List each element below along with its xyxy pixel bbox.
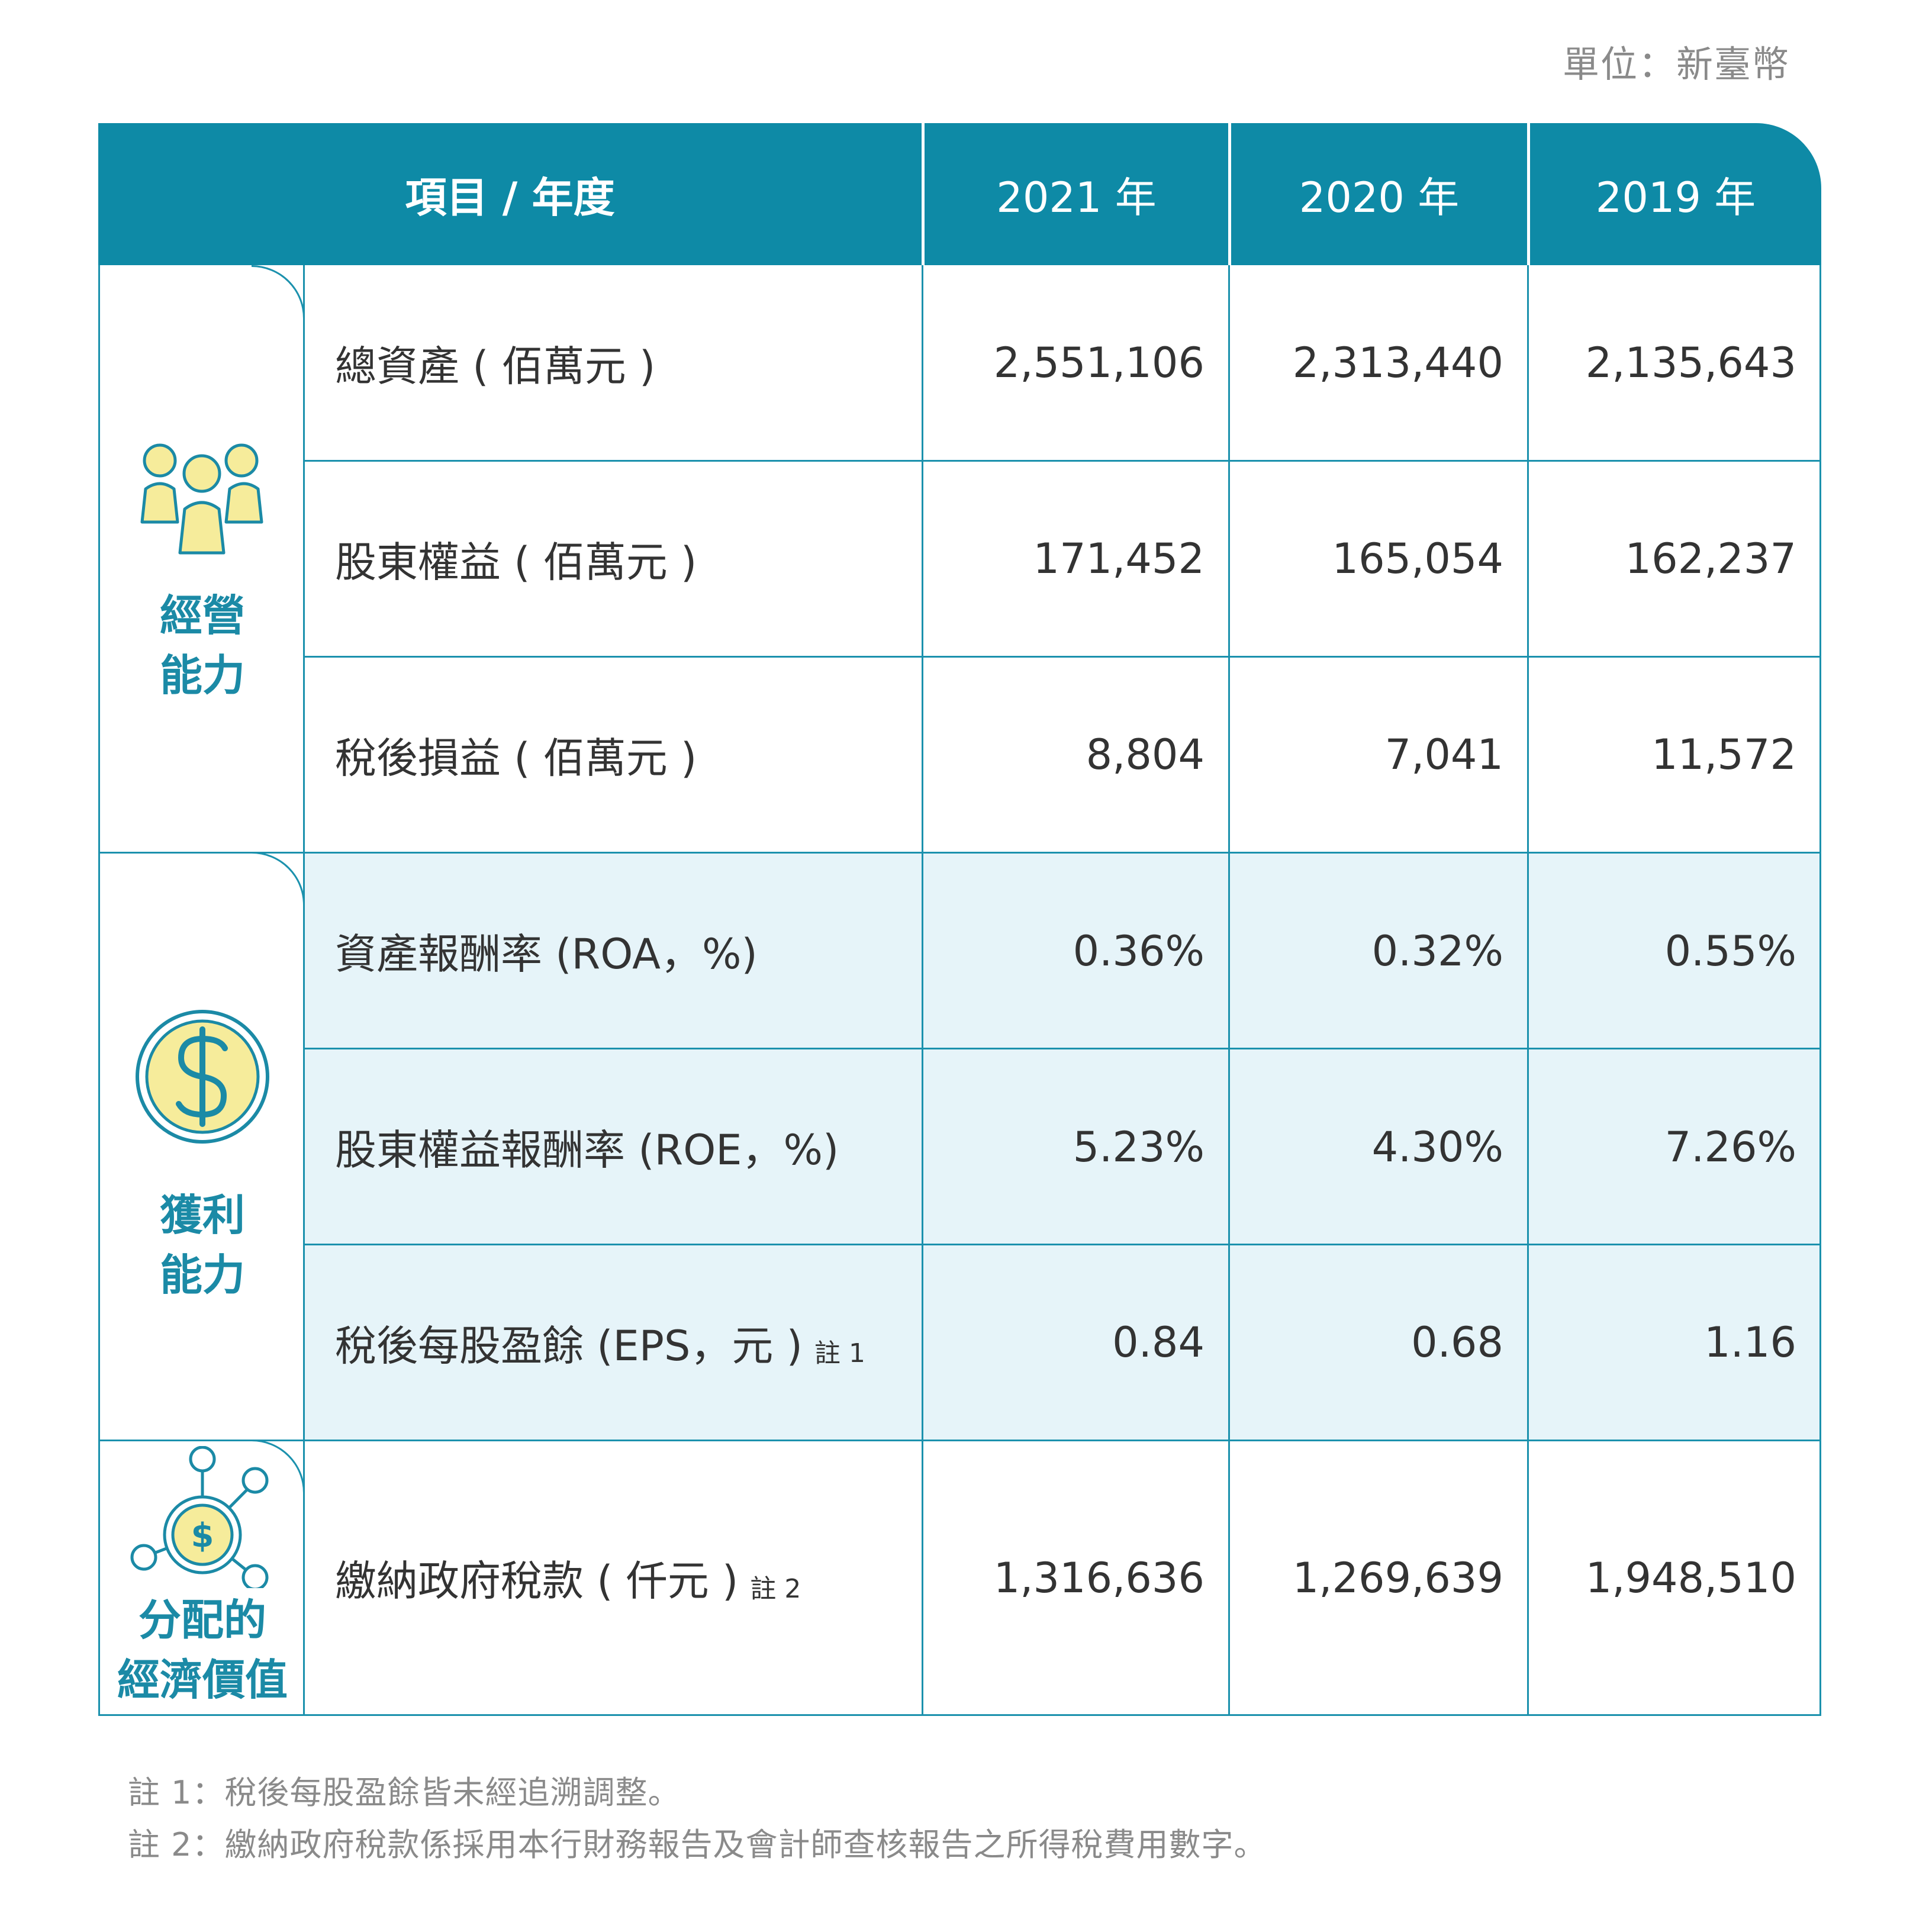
table-header: 項目 / 年度 2021 年 2020 年 2019 年 bbox=[98, 123, 1821, 265]
dollar-coin-icon bbox=[131, 1006, 273, 1150]
value-cell: 0.32% bbox=[1371, 926, 1503, 975]
table-border-left bbox=[98, 265, 100, 1716]
row-item-roe: 股東權益報酬率 (ROE，%) bbox=[335, 1049, 839, 1244]
category-label: 經營 bbox=[159, 590, 245, 640]
value-cell: 171,452 bbox=[1033, 534, 1205, 583]
profitability-shade bbox=[305, 852, 1821, 1440]
category-divider bbox=[98, 1440, 1821, 1441]
row-item-label: 繳納政府稅款 ( 仟元 ) bbox=[335, 1557, 739, 1605]
row-item-label: 資產報酬率 (ROA，%) bbox=[335, 930, 758, 978]
row-item-tax-paid: 繳納政府稅款 ( 仟元 ) 註 2 bbox=[335, 1441, 801, 1714]
value-cell: 11,572 bbox=[1651, 730, 1796, 779]
value-cell: 0.36% bbox=[1073, 926, 1205, 975]
unit-label: 單位：新臺幣 bbox=[1562, 43, 1790, 86]
category-economic-value: $ 分配的 經濟價值 bbox=[100, 1441, 305, 1714]
footnotes: 註 1：稅後每股盈餘皆未經追溯調整。 註 2：繳納政府稅款係採用本行財務報告及會… bbox=[128, 1767, 1267, 1871]
value-cell: 0.55% bbox=[1664, 926, 1796, 975]
row-item-label: 稅後每股盈餘 (EPS，元 ) bbox=[335, 1321, 803, 1370]
column-divider bbox=[922, 265, 923, 1716]
row-item-net-income: 稅後損益 ( 佰萬元 ) bbox=[335, 657, 697, 852]
value-cell: 2,135,643 bbox=[1585, 339, 1796, 387]
footnote: 註 1：稅後每股盈餘皆未經追溯調整。 bbox=[128, 1774, 681, 1811]
table-body: 經營 能力 獲利 能力 bbox=[98, 265, 1821, 1716]
value-cell: 4.30% bbox=[1371, 1122, 1503, 1171]
column-divider bbox=[1228, 265, 1230, 1716]
value-cell: 1,269,639 bbox=[1292, 1553, 1503, 1602]
value-cell: 162,237 bbox=[1625, 534, 1796, 583]
row-divider bbox=[303, 1048, 1821, 1049]
category-operating: 經營 能力 bbox=[100, 265, 305, 852]
category-label: 能力 bbox=[159, 650, 245, 700]
column-divider bbox=[303, 265, 305, 1716]
row-note: 註 2 bbox=[750, 1573, 801, 1604]
row-item-roa: 資產報酬率 (ROA，%) bbox=[335, 854, 758, 1048]
value-cell: 2,313,440 bbox=[1292, 339, 1503, 387]
header-divider bbox=[1527, 123, 1530, 265]
header-divider bbox=[922, 123, 925, 265]
financial-table: 項目 / 年度 2021 年 2020 年 2019 年 bbox=[98, 123, 1821, 1716]
category-profitability: 獲利 能力 bbox=[100, 854, 305, 1440]
svg-text:$: $ bbox=[191, 1516, 214, 1555]
category-label: 能力 bbox=[159, 1250, 245, 1300]
table-border-right bbox=[1819, 265, 1821, 1716]
value-cell: 8,804 bbox=[1086, 730, 1205, 779]
row-item-label: 股東權益 ( 佰萬元 ) bbox=[335, 537, 697, 587]
row-item-label: 稅後損益 ( 佰萬元 ) bbox=[335, 733, 697, 783]
category-divider bbox=[98, 852, 1821, 854]
category-label: 獲利 bbox=[159, 1190, 245, 1241]
header-item-year: 項目 / 年度 bbox=[405, 173, 615, 222]
value-cell: 7,041 bbox=[1384, 730, 1503, 779]
row-divider bbox=[303, 656, 1821, 658]
header-year-2020: 2020 年 bbox=[1299, 173, 1460, 222]
value-cell: 7.26% bbox=[1664, 1122, 1796, 1171]
value-cell: 5.23% bbox=[1073, 1122, 1205, 1171]
table-border-bottom bbox=[98, 1714, 1821, 1716]
row-item-eps: 稅後每股盈餘 (EPS，元 ) 註 1 bbox=[335, 1245, 865, 1440]
people-icon bbox=[137, 436, 268, 562]
network-dollar-icon: $ bbox=[128, 1445, 276, 1591]
row-item-total-assets: 總資產 ( 佰萬元 ) bbox=[335, 265, 655, 461]
column-divider bbox=[1527, 265, 1529, 1716]
value-cell: 2,551,106 bbox=[993, 339, 1205, 387]
header-year-2019: 2019 年 bbox=[1595, 173, 1756, 222]
row-note: 註 1 bbox=[814, 1338, 865, 1368]
row-divider bbox=[303, 460, 1821, 462]
category-label: 分配的 bbox=[138, 1595, 266, 1645]
row-item-equity: 股東權益 ( 佰萬元 ) bbox=[335, 461, 697, 656]
header-divider bbox=[1228, 123, 1231, 265]
value-cell: 1,316,636 bbox=[993, 1553, 1205, 1602]
row-item-label: 總資產 ( 佰萬元 ) bbox=[335, 342, 656, 391]
value-cell: 1,948,510 bbox=[1585, 1553, 1796, 1602]
value-cell: 1.16 bbox=[1704, 1318, 1796, 1367]
category-label: 經濟價值 bbox=[117, 1654, 288, 1705]
row-divider bbox=[303, 1244, 1821, 1245]
value-cell: 0.68 bbox=[1411, 1318, 1503, 1367]
row-item-label: 股東權益報酬率 (ROE，%) bbox=[335, 1126, 839, 1174]
value-cell: 0.84 bbox=[1112, 1318, 1205, 1367]
header-year-2021: 2021 年 bbox=[996, 173, 1157, 222]
value-cell: 165,054 bbox=[1332, 534, 1503, 583]
footnote: 註 2：繳納政府稅款係採用本行財務報告及會計師查核報告之所得稅費用數字。 bbox=[128, 1826, 1267, 1863]
